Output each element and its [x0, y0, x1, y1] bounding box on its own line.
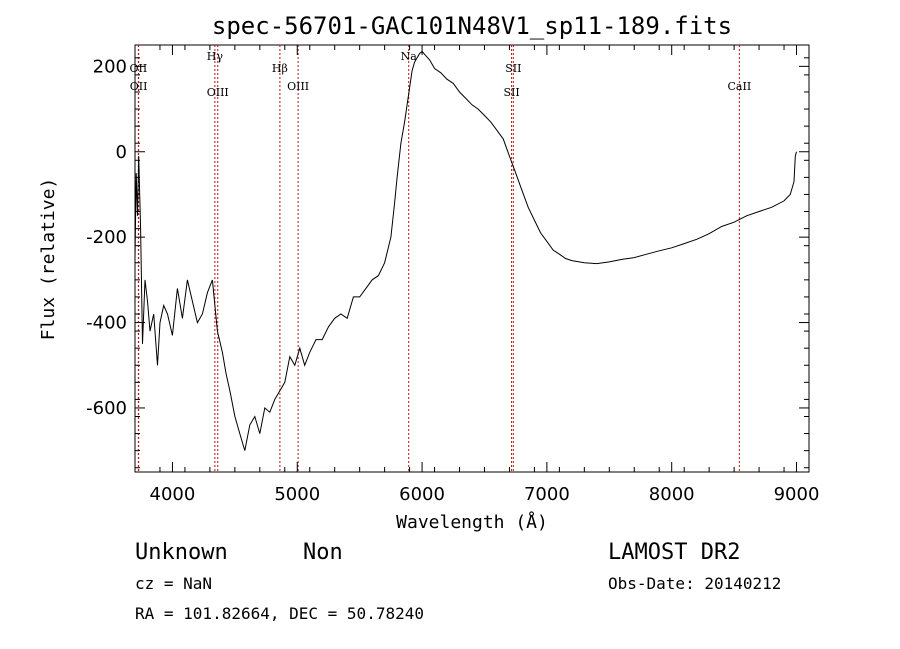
- x-tick-label: 7000: [524, 484, 570, 505]
- line-marker-label: OII: [130, 80, 148, 93]
- redshift-cz: cz = NaN: [135, 574, 212, 593]
- object-subclass: Non: [303, 540, 343, 565]
- y-tick-label: -400: [86, 313, 127, 334]
- chart-title: spec-56701-GAC101N48V1_sp11-189.fits: [212, 12, 732, 40]
- coordinates: RA = 101.82664, DEC = 50.78240: [135, 604, 424, 623]
- emission-line-markers: [137, 45, 740, 472]
- line-marker-label: OIII: [207, 86, 229, 99]
- y-tick-label: -200: [86, 227, 127, 248]
- x-tick-label: 5000: [274, 484, 320, 505]
- x-axis-ticks: 4000 5000 6000 7000 8000 9000: [134, 45, 820, 505]
- line-marker-label: CaII: [728, 80, 752, 93]
- y-tick-label: 200: [93, 56, 127, 77]
- x-axis-label: Wavelength (Å): [396, 511, 548, 533]
- line-marker-label: OIII: [287, 80, 309, 93]
- y-tick-label: 0: [116, 142, 127, 163]
- x-tick-label: 9000: [774, 484, 820, 505]
- y-axis-ticks: -600 -400 -200 0 200: [86, 56, 809, 469]
- survey-name: LAMOST DR2: [608, 540, 740, 565]
- x-tick-label: 8000: [649, 484, 695, 505]
- plot-frame: [134, 44, 810, 473]
- object-class: Unknown: [135, 540, 228, 565]
- line-marker-label: OII: [130, 62, 148, 75]
- x-tick-label: 4000: [150, 484, 196, 505]
- spectrum-line: [134, 50, 797, 451]
- line-marker-label: Hβ: [272, 62, 288, 75]
- y-tick-label: -600: [86, 398, 127, 419]
- line-marker-label: SII: [505, 62, 521, 75]
- emission-line-labels: OII OII Hγ OIII Hβ OIII Na SII SII CaII: [130, 50, 752, 99]
- observation-date: Obs-Date: 20140212: [608, 574, 781, 593]
- y-axis-label: Flux (relative): [38, 178, 59, 341]
- line-marker-label: Na: [401, 50, 418, 63]
- line-marker-label: SII: [503, 86, 519, 99]
- x-tick-label: 6000: [399, 484, 445, 505]
- line-marker-label: Hγ: [207, 50, 224, 63]
